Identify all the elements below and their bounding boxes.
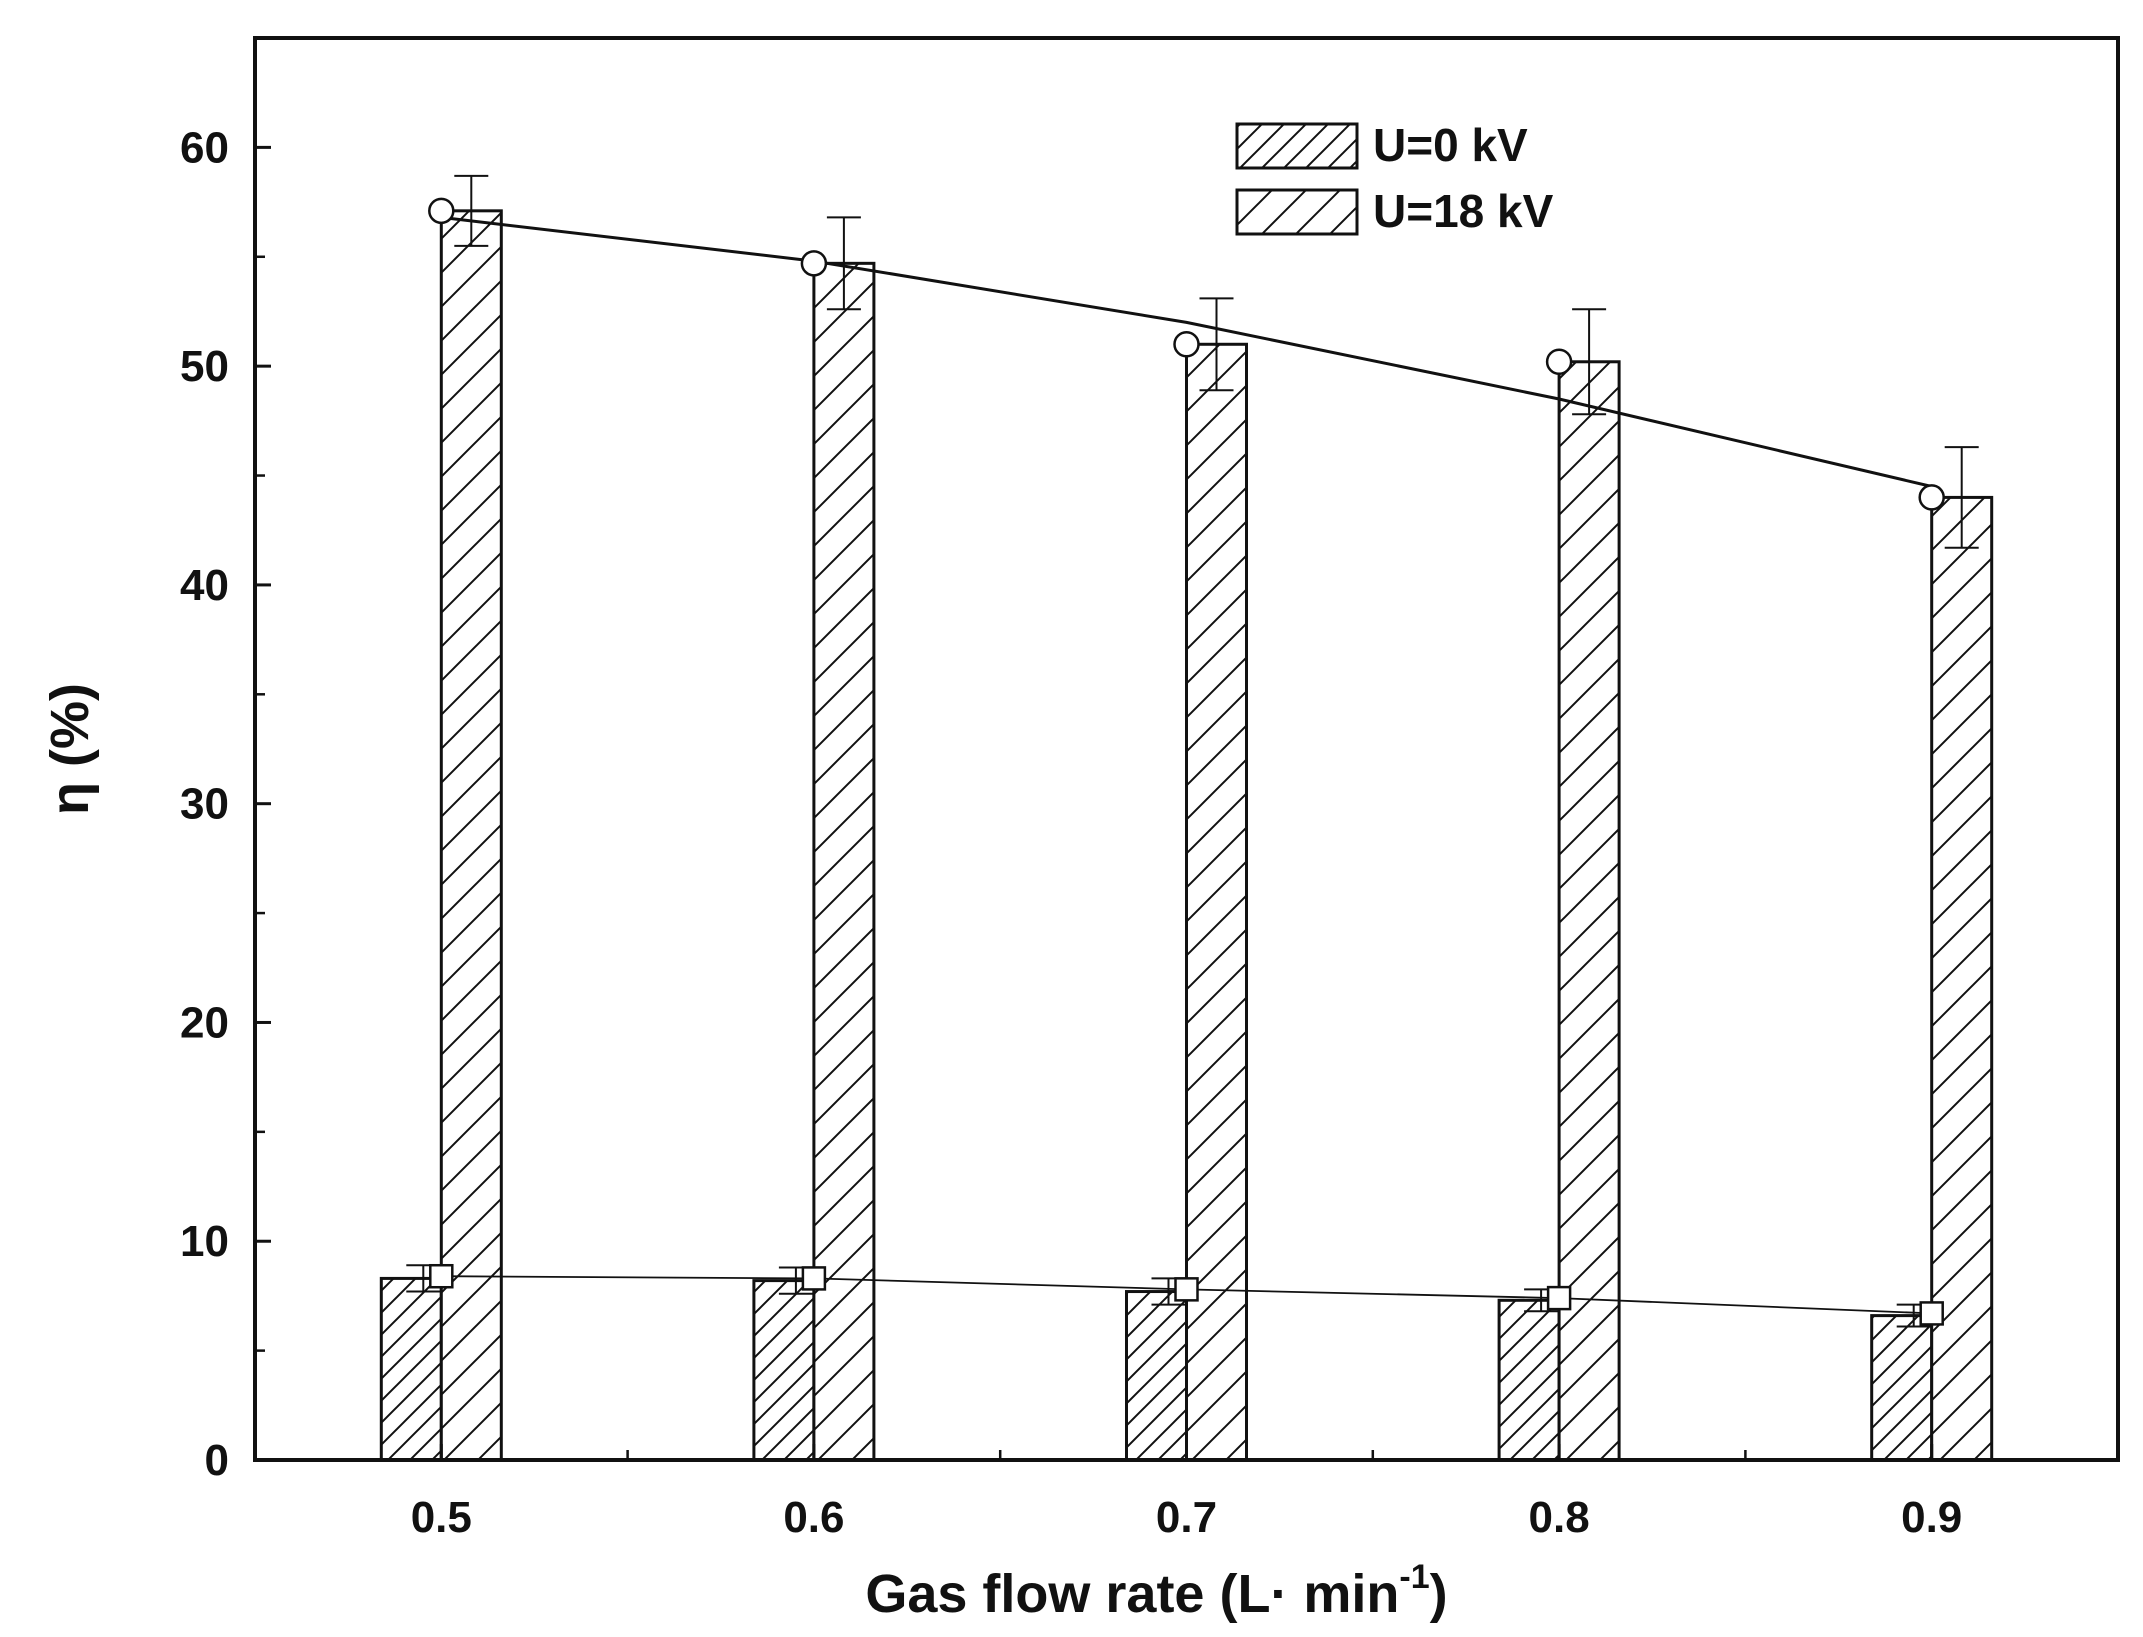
legend-swatch-0 <box>1235 122 1359 170</box>
y-tick-label: 0 <box>205 1436 229 1485</box>
y-tick-label: 10 <box>180 1217 229 1266</box>
square-marker <box>1546 1285 1572 1311</box>
legend: U=0 kV U=18 kV <box>1235 119 1554 237</box>
x-axis-title: Gas flow rate (L· min-1) <box>865 1558 1447 1624</box>
circle-marker <box>1173 331 1200 358</box>
bar-1-0.9 <box>1930 495 1994 1462</box>
square-marker <box>801 1266 827 1291</box>
x-tick-label: 0.9 <box>1901 1493 1962 1542</box>
y-tick-label: 50 <box>180 342 229 391</box>
circle-marker <box>428 197 455 225</box>
circle-marker <box>1918 484 1945 511</box>
circle-marker <box>1545 348 1573 376</box>
x-tick-label: 0.8 <box>1529 1493 1590 1542</box>
bar-0-0.8 <box>1497 1298 1561 1462</box>
circle-marker <box>800 250 828 277</box>
y-tick-label: 30 <box>180 780 229 829</box>
x-tick-label: 0.5 <box>411 1493 472 1542</box>
bars-layer <box>379 174 1994 1462</box>
legend-label-1: U=18 kV <box>1373 185 1554 237</box>
x-tick-label: 0.7 <box>1156 1493 1217 1542</box>
y-axis-title: η (%) <box>40 683 100 815</box>
y-tick-label: 60 <box>180 123 229 172</box>
bar-0-0.9 <box>1870 1314 1934 1462</box>
bar-0-0.7 <box>1125 1290 1188 1462</box>
axes-layer: 0 10 20 30 40 50 60 0.5 0.6 0.7 0.8 0.9 <box>180 36 2120 1542</box>
x-axis-title-superscript: -1 <box>1399 1558 1429 1596</box>
trend-line-1 <box>441 215 1933 488</box>
legend-swatch-1 <box>1235 188 1359 236</box>
bar-1-0.5 <box>439 209 503 1462</box>
legend-label-0: U=0 kV <box>1373 119 1528 171</box>
x-axis-title-main: Gas flow rate (L· min <box>865 1564 1399 1624</box>
bar-0-0.5 <box>379 1276 443 1462</box>
bar-0-0.6 <box>752 1279 816 1462</box>
bar-1-0.6 <box>812 261 876 1462</box>
square-marker <box>429 1263 454 1289</box>
square-marker <box>1919 1301 1944 1326</box>
square-marker <box>1174 1277 1199 1302</box>
y-tick-label: 20 <box>180 998 229 1047</box>
x-tick-label: 0.6 <box>783 1493 844 1542</box>
y-tick-label: 40 <box>180 561 229 610</box>
lines-layer <box>428 197 1945 1326</box>
x-axis-title-close: ) <box>1430 1564 1448 1624</box>
